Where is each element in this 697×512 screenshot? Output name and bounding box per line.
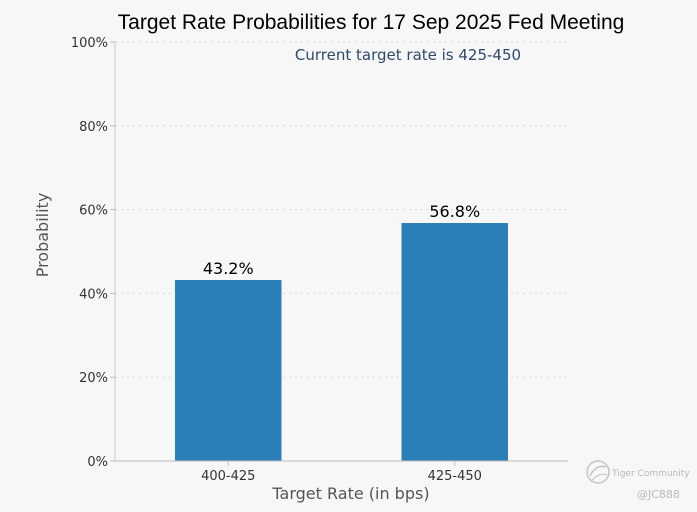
x-axis-label: Target Rate (in bps) <box>271 484 429 503</box>
y-tick-label: 20% <box>79 371 108 386</box>
y-tick-label: 40% <box>79 287 108 302</box>
x-tick-label: 400-425 <box>201 469 255 484</box>
watermark-handle: @JC888 <box>637 488 680 501</box>
x-tick-label: 425-450 <box>428 469 482 484</box>
y-axis-ticks: 0% 20% 40% 60% 80% 100% <box>71 36 115 470</box>
y-axis-label: Probability <box>33 193 52 278</box>
x-axis-ticks: 400-425 425-450 <box>201 461 482 484</box>
chart-title: Target Rate Probabilities for 17 Sep 202… <box>118 11 625 34</box>
bar-value-label: 56.8% <box>429 202 480 221</box>
watermark: Tiger Community @JC888 <box>586 460 690 501</box>
bar <box>175 279 282 461</box>
watermark-brand: Tiger Community <box>611 469 690 479</box>
bar <box>401 223 508 461</box>
y-tick-label: 100% <box>71 36 108 51</box>
bar-value-label: 43.2% <box>203 259 254 278</box>
y-tick-label: 80% <box>79 120 108 135</box>
bars: 43.2% 56.8% <box>175 202 508 461</box>
y-tick-label: 0% <box>87 455 108 470</box>
tiger-community-logo-icon <box>586 460 610 484</box>
chart-annotation: Current target rate is 425-450 <box>295 46 521 64</box>
y-tick-label: 60% <box>79 204 108 219</box>
